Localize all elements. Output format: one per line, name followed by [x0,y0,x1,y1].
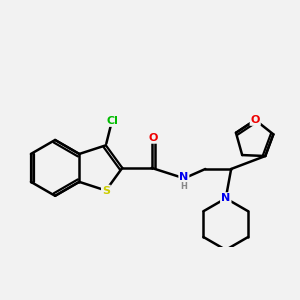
Text: N: N [221,193,230,203]
Text: Cl: Cl [106,116,118,126]
Text: O: O [149,133,158,143]
Text: O: O [250,115,260,125]
Text: H: H [180,182,187,191]
Text: N: N [221,193,230,203]
Text: N: N [179,172,188,182]
Text: S: S [102,185,110,196]
